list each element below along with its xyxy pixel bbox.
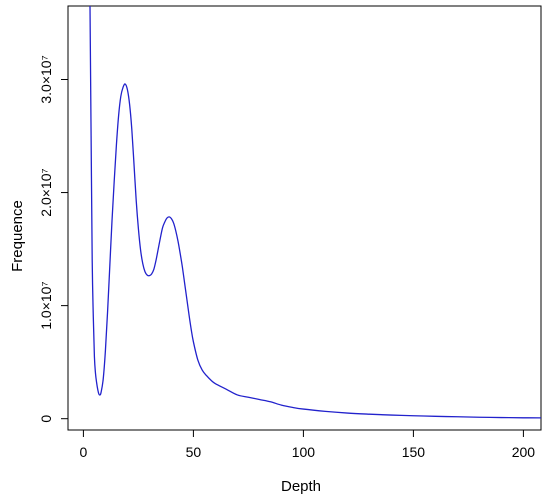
x-tick-label: 100 bbox=[292, 444, 316, 460]
x-tick-label: 200 bbox=[512, 444, 536, 460]
y-tick-label: 1.0×10⁷ bbox=[38, 281, 54, 329]
y-tick-label: 0 bbox=[38, 415, 54, 423]
plot-frame bbox=[67, 5, 542, 431]
y-tick-label: 2.0×10⁷ bbox=[38, 168, 54, 216]
x-tick-label: 150 bbox=[402, 444, 426, 460]
x-tick-label: 50 bbox=[186, 444, 202, 460]
y-tick-label: 3.0×10⁷ bbox=[38, 55, 54, 103]
series-line-0 bbox=[89, 6, 541, 419]
y-axis-label: Frequence bbox=[9, 200, 26, 272]
x-tick-label: 0 bbox=[80, 444, 88, 460]
x-axis-label: Depth bbox=[281, 478, 321, 495]
